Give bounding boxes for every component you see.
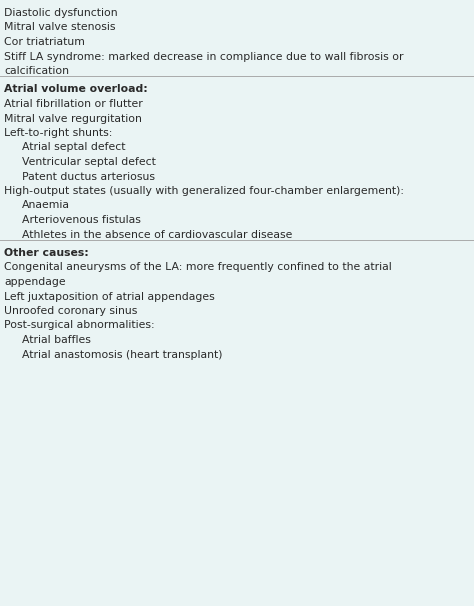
Text: Mitral valve regurgitation: Mitral valve regurgitation	[4, 113, 142, 124]
Text: Atrial anastomosis (heart transplant): Atrial anastomosis (heart transplant)	[22, 350, 222, 359]
Text: appendage: appendage	[4, 277, 65, 287]
Text: Patent ductus arteriosus: Patent ductus arteriosus	[22, 171, 155, 182]
Text: Atrial septal defect: Atrial septal defect	[22, 142, 126, 153]
Text: Athletes in the absence of cardiovascular disease: Athletes in the absence of cardiovascula…	[22, 230, 292, 239]
Text: Other causes:: Other causes:	[4, 248, 89, 258]
Text: Congenital aneurysms of the LA: more frequently confined to the atrial: Congenital aneurysms of the LA: more fre…	[4, 262, 392, 273]
Text: Atrial volume overload:: Atrial volume overload:	[4, 84, 148, 95]
Text: Arteriovenous fistulas: Arteriovenous fistulas	[22, 215, 141, 225]
Text: Anaemia: Anaemia	[22, 201, 70, 210]
Text: Stiff LA syndrome: marked decrease in compliance due to wall fibrosis or: Stiff LA syndrome: marked decrease in co…	[4, 52, 403, 61]
Text: Atrial fibrillation or flutter: Atrial fibrillation or flutter	[4, 99, 143, 109]
Text: Post-surgical abnormalities:: Post-surgical abnormalities:	[4, 321, 155, 330]
Text: Cor triatriatum: Cor triatriatum	[4, 37, 85, 47]
Text: Left juxtaposition of atrial appendages: Left juxtaposition of atrial appendages	[4, 291, 215, 302]
Text: Mitral valve stenosis: Mitral valve stenosis	[4, 22, 116, 33]
Text: Left-to-right shunts:: Left-to-right shunts:	[4, 128, 112, 138]
Text: calcification: calcification	[4, 66, 69, 76]
Text: Diastolic dysfunction: Diastolic dysfunction	[4, 8, 118, 18]
Text: High-output states (usually with generalized four-chamber enlargement):: High-output states (usually with general…	[4, 186, 404, 196]
Text: Unroofed coronary sinus: Unroofed coronary sinus	[4, 306, 137, 316]
Text: Atrial baffles: Atrial baffles	[22, 335, 91, 345]
Text: Ventricular septal defect: Ventricular septal defect	[22, 157, 156, 167]
